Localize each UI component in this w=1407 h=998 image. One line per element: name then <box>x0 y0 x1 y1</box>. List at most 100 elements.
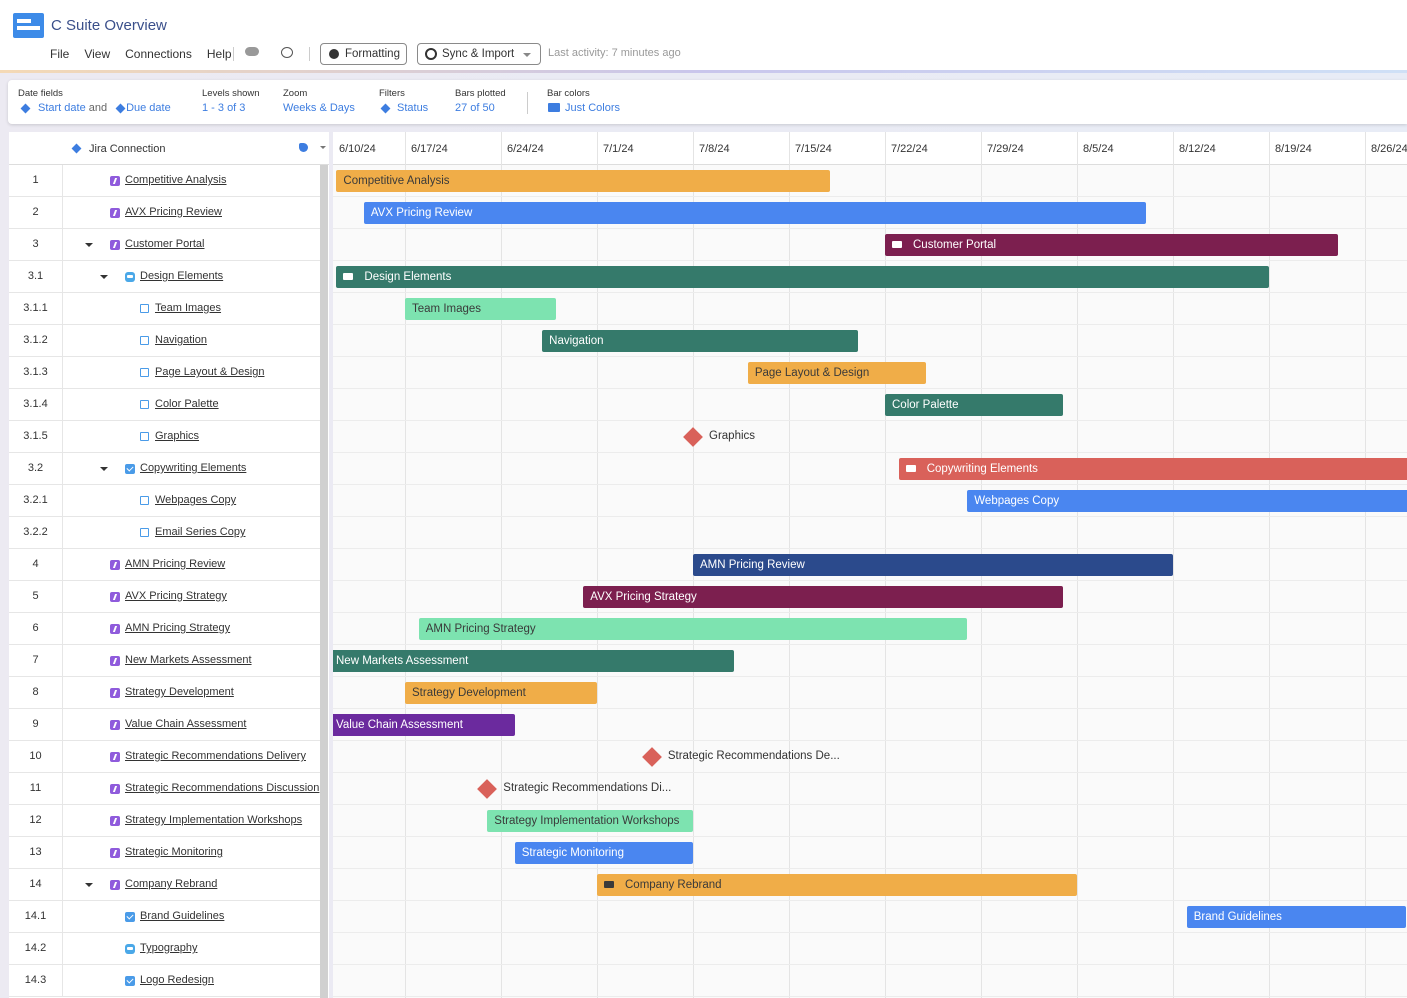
task-row[interactable]: 7 New Markets Assessment <box>9 645 320 677</box>
task-row[interactable]: 5 AVX Pricing Strategy <box>9 581 320 613</box>
task-row[interactable]: 1 Competitive Analysis <box>9 165 320 197</box>
task-name[interactable]: Page Layout & Design <box>155 366 265 378</box>
sync-button[interactable]: Sync & Import <box>417 43 542 65</box>
task-row[interactable]: 8 Strategy Development <box>9 677 320 709</box>
toolbar-value[interactable]: Weeks & Days <box>283 102 355 114</box>
expand-caret[interactable] <box>85 883 93 887</box>
task-name[interactable]: Strategic Recommendations Discussion <box>125 782 320 794</box>
expand-caret[interactable] <box>100 275 108 279</box>
task-bar[interactable]: Customer Portal <box>885 234 1338 256</box>
task-row[interactable]: 14.1 Brand Guidelines <box>9 901 320 933</box>
task-name[interactable]: Navigation <box>155 334 207 346</box>
task-bar[interactable]: Navigation <box>542 330 858 352</box>
task-bar[interactable]: AVX Pricing Review <box>363 202 1146 224</box>
task-bar[interactable]: New Markets Assessment <box>333 650 735 672</box>
toolbar-value[interactable]: 27 of 50 <box>455 102 495 114</box>
gantt-row-line <box>333 804 1407 805</box>
task-row[interactable]: 10 Strategic Recommendations Delivery <box>9 741 320 773</box>
task-row[interactable]: 3.1.4 Color Palette <box>9 389 320 421</box>
task-row[interactable]: 14.2 Typography <box>9 933 320 965</box>
task-bar[interactable]: Competitive Analysis <box>336 170 831 192</box>
task-name[interactable]: Strategy Development <box>125 686 234 698</box>
task-row[interactable]: 9 Value Chain Assessment <box>9 709 320 741</box>
task-name[interactable]: Design Elements <box>140 270 224 282</box>
task-name[interactable]: Typography <box>140 942 198 954</box>
task-row[interactable]: 3.2 Copywriting Elements <box>9 453 320 485</box>
task-bar[interactable]: Strategy Development <box>405 682 597 704</box>
task-bar[interactable]: Brand Guidelines <box>1186 906 1407 928</box>
task-row[interactable]: 14 Company Rebrand <box>9 869 320 901</box>
doc-title[interactable]: C Suite Overview <box>51 17 167 34</box>
task-row[interactable]: 2 AVX Pricing Review <box>9 197 320 229</box>
menu-item[interactable]: View <box>84 47 111 61</box>
expand-caret[interactable] <box>85 243 93 247</box>
cloud-icon[interactable] <box>245 47 259 56</box>
task-name[interactable]: Color Palette <box>155 398 219 410</box>
task-bar[interactable]: AMN Pricing Strategy <box>418 618 968 640</box>
task-name[interactable]: Company Rebrand <box>125 878 218 890</box>
task-name[interactable]: Value Chain Assessment <box>125 718 247 730</box>
task-bar[interactable]: Color Palette <box>885 394 1064 416</box>
task-bar[interactable]: AMN Pricing Review <box>693 554 1173 576</box>
task-row[interactable]: 3.2.1 Webpages Copy <box>9 485 320 517</box>
task-name[interactable]: Strategic Monitoring <box>125 846 223 858</box>
task-name[interactable]: Team Images <box>155 302 222 314</box>
task-row[interactable]: 3.1.2 Navigation <box>9 325 320 357</box>
task-bar[interactable]: Webpages Copy <box>967 490 1407 512</box>
task-row[interactable]: 6 AMN Pricing Strategy <box>9 613 320 645</box>
task-row[interactable]: 4 AMN Pricing Review <box>9 549 320 581</box>
task-row[interactable]: 11 Strategic Recommendations Discussion <box>9 773 320 805</box>
task-row[interactable]: 3.2.2 Email Series Copy <box>9 517 320 549</box>
formatting-button[interactable]: Formatting <box>320 43 407 65</box>
task-row[interactable]: 3.1 Design Elements <box>9 261 320 293</box>
task-name[interactable]: Strategic Recommendations Delivery <box>125 750 306 762</box>
task-row[interactable]: 3.1.1 Team Images <box>9 293 320 325</box>
task-list: Jira Connection 1 Competitive Analysis 2 AVX… <box>9 132 329 998</box>
expand-caret[interactable] <box>100 467 108 471</box>
task-row[interactable]: 3.1.3 Page Layout & Design <box>9 357 320 389</box>
milestone[interactable] <box>683 427 703 447</box>
task-name[interactable]: AMN Pricing Review <box>125 558 226 570</box>
task-name[interactable]: Customer Portal <box>125 238 205 250</box>
toolbar-value[interactable]: 1 - 3 of 3 <box>202 102 246 114</box>
folder-icon <box>905 465 916 472</box>
task-name[interactable]: Strategy Implementation Workshops <box>125 814 303 826</box>
task-bar[interactable]: Page Layout & Design <box>747 362 927 384</box>
task-bar[interactable]: Design Elements <box>336 266 1269 288</box>
menu-item[interactable]: Help <box>206 47 232 61</box>
task-name[interactable]: New Markets Assessment <box>125 654 252 666</box>
task-row[interactable]: 13 Strategic Monitoring <box>9 837 320 869</box>
task-bar[interactable]: Copywriting Elements <box>898 458 1407 480</box>
task-bar[interactable]: Strategy Implementation Workshops <box>487 810 693 832</box>
task-name[interactable]: AMN Pricing Strategy <box>125 622 231 634</box>
task-row[interactable]: 3.1.5 Graphics <box>9 421 320 453</box>
task-name[interactable]: Logo Redesign <box>140 974 215 986</box>
task-bar[interactable]: Value Chain Assessment <box>333 714 515 736</box>
comment-icon[interactable] <box>281 47 293 58</box>
milestone[interactable] <box>477 779 498 799</box>
task-bar[interactable]: AVX Pricing Strategy <box>583 586 1064 608</box>
milestone[interactable] <box>641 747 662 767</box>
task-name[interactable]: AVX Pricing Strategy <box>125 590 227 602</box>
task-name[interactable]: Email Series Copy <box>155 526 246 538</box>
task-row[interactable]: 3 Customer Portal <box>9 229 320 261</box>
row-id: 3.2 <box>27 462 44 474</box>
folder-icon <box>604 881 614 888</box>
menu-item[interactable]: Connections <box>125 47 192 61</box>
task-name[interactable]: Copywriting Elements <box>140 462 247 474</box>
task-name[interactable]: Brand Guidelines <box>140 910 225 922</box>
menu-item[interactable]: File <box>50 47 70 61</box>
toolbar-value[interactable]: Just Colors <box>565 102 621 114</box>
date-fields[interactable]: Start date and Due date <box>38 102 171 114</box>
toolbar-value[interactable]: Status <box>397 102 429 114</box>
task-name[interactable]: Webpages Copy <box>155 494 237 506</box>
task-name[interactable]: AVX Pricing Review <box>125 206 222 218</box>
task-bar[interactable]: Company Rebrand <box>597 874 1077 896</box>
task-row[interactable]: 12 Strategy Implementation Workshops <box>9 805 320 837</box>
task-bar[interactable]: Strategic Monitoring <box>514 842 693 864</box>
task-row[interactable]: 14.3 Logo Redesign <box>9 965 320 997</box>
task-bar[interactable]: Team Images <box>405 298 556 320</box>
task-name[interactable]: Graphics <box>155 430 200 442</box>
dropdown-caret[interactable] <box>320 146 326 152</box>
task-name[interactable]: Competitive Analysis <box>125 174 227 186</box>
